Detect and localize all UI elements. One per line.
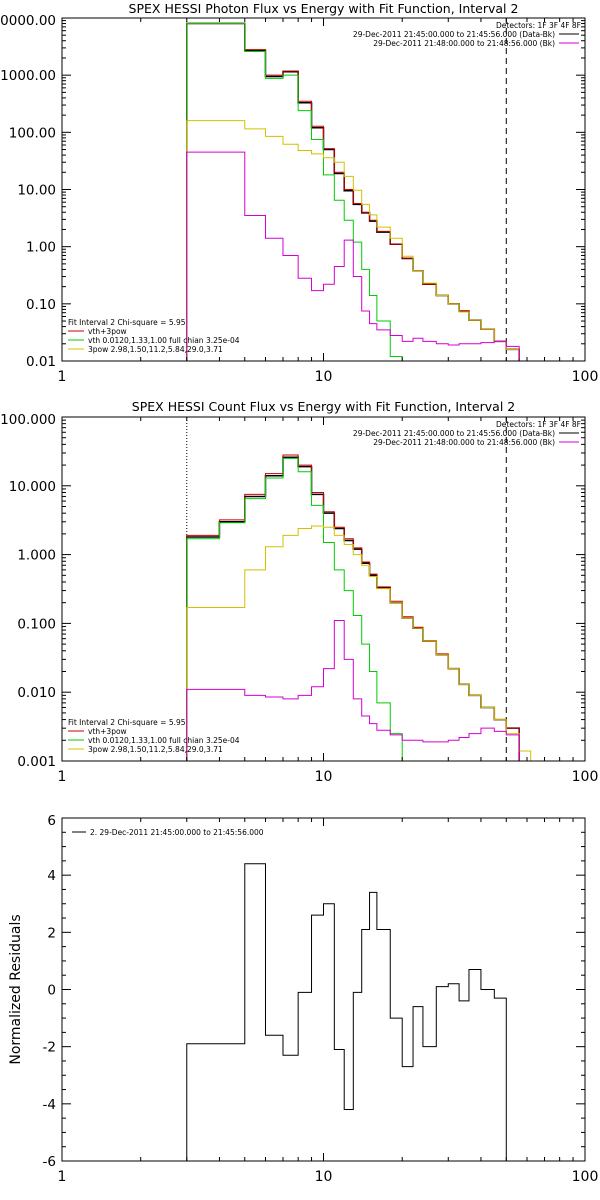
series-step-line-3 [186, 457, 403, 761]
legend-entry-text: 29-Dec-2011 21:45:00.000 to 21:45:56.000… [353, 30, 555, 39]
y-tick-label: 4 [47, 868, 56, 884]
y-tick-label: 0.10 [26, 297, 56, 313]
series-step-line-5 [186, 151, 520, 361]
y-tick-label: -2 [43, 1040, 56, 1056]
y-tick-label: 100.00 [9, 125, 56, 141]
legend-entry-text: 29-Dec-2011 21:45:00.000 to 21:45:56.000… [353, 429, 555, 438]
legend-entry-text: 2. 29-Dec-2011 21:45:00.000 to 21:45:56.… [90, 828, 264, 837]
plot-area [186, 18, 520, 361]
series-step-line-1 [186, 456, 520, 761]
x-tick-label: 100 [572, 369, 599, 385]
x-tick-label: 1 [58, 769, 67, 785]
x-tick-label: 10 [315, 369, 333, 385]
chart-panel-3: 1 10 100 -6 -4 -2 0 2 4 6 Normalized Residuals 2. 2… [8, 813, 599, 1185]
legend-entry-text: vth+3pow [88, 327, 127, 336]
legend-entry-text: vth 0.0120,1.33,1.00 full chian 3.25e-04 [88, 736, 240, 745]
y-tick-label: 0.100 [17, 616, 56, 632]
y-tick-label: 2 [47, 925, 56, 941]
x-ticks [61, 417, 574, 761]
y-ticks [62, 20, 585, 362]
y-tick-label: -6 [43, 1154, 56, 1170]
series-step-line-4 [186, 120, 520, 361]
x-tick-label: 10 [315, 1169, 333, 1185]
chart-title: SPEX HESSI Count Flux vs Energy with Fit… [132, 399, 515, 414]
chart-title: SPEX HESSI Photon Flux vs Energy with Fi… [129, 1, 519, 16]
y-tick-label: 10.000 [9, 479, 56, 495]
plot-area [186, 863, 507, 1161]
series-step-line-2 [186, 454, 520, 761]
y-tick-label: 1.000 [17, 548, 56, 564]
series-step-line-3 [186, 23, 403, 361]
x-tick-label: 10 [315, 769, 333, 785]
x-tick-label: 100 [572, 1169, 599, 1185]
y-tick-label: 100.000 [0, 412, 56, 428]
plot-area [186, 417, 532, 761]
x-ticks [61, 18, 574, 361]
y-tick-label: 1.00 [26, 240, 56, 256]
legend-entry-text: 29-Dec-2011 21:48:00.000 to 21:48:56.000… [373, 39, 555, 48]
y-tick-label: 0.01 [26, 354, 56, 370]
x-tick-label: 1 [58, 1169, 67, 1185]
y-tick-label: 0.001 [17, 754, 56, 770]
chart-panel-1: SPEX HESSI Photon Flux vs Energy with Fi… [0, 1, 598, 385]
legend-header: Detectors: 1F 3F 4F 8F [496, 21, 581, 30]
series-step-line-4 [186, 525, 532, 761]
legend-entry-text: vth+3pow [88, 727, 127, 736]
y-tick-label: 10000.00 [0, 13, 56, 29]
legend-header: Fit Interval 2 Chi-square = 5.95 [68, 318, 186, 327]
series-step-line-2 [186, 22, 520, 361]
legend-entry-text: 29-Dec-2011 21:48:00.000 to 21:48:56.000… [373, 438, 555, 447]
y-ticks [62, 419, 585, 762]
legend-entry-text: vth 0.0120,1.33,1.00 full chian 3.25e-04 [88, 336, 240, 345]
legend-entry-text: 3pow 2.98,1.50,11.2,5.84,29.0,3.71 [88, 745, 223, 754]
y-tick-label: 1000.00 [0, 68, 56, 84]
y-tick-label: 0 [47, 983, 56, 999]
y-tick-label: 0.010 [17, 685, 56, 701]
y-tick-label: -4 [43, 1097, 56, 1113]
chart-panel-2: SPEX HESSI Count Flux vs Energy with Fit… [0, 399, 598, 785]
y-tick-label: 6 [47, 813, 56, 829]
series-step-line-5 [186, 620, 520, 761]
legend-header: Fit Interval 2 Chi-square = 5.95 [68, 718, 186, 727]
y-ticks [62, 817, 585, 1162]
y-tick-label: 10.00 [17, 183, 56, 199]
y-axis-label: Normalized Residuals [8, 914, 24, 1064]
legend-entry-text: 3pow 2.98,1.50,11.2,5.84,29.0,3.71 [88, 345, 223, 354]
legend-header: Detectors: 1F 3F 4F 8F [496, 420, 581, 429]
x-tick-label: 1 [58, 369, 67, 385]
x-ticks [61, 818, 574, 1161]
series-step-line-1 [186, 863, 507, 1161]
x-tick-label: 100 [572, 769, 599, 785]
